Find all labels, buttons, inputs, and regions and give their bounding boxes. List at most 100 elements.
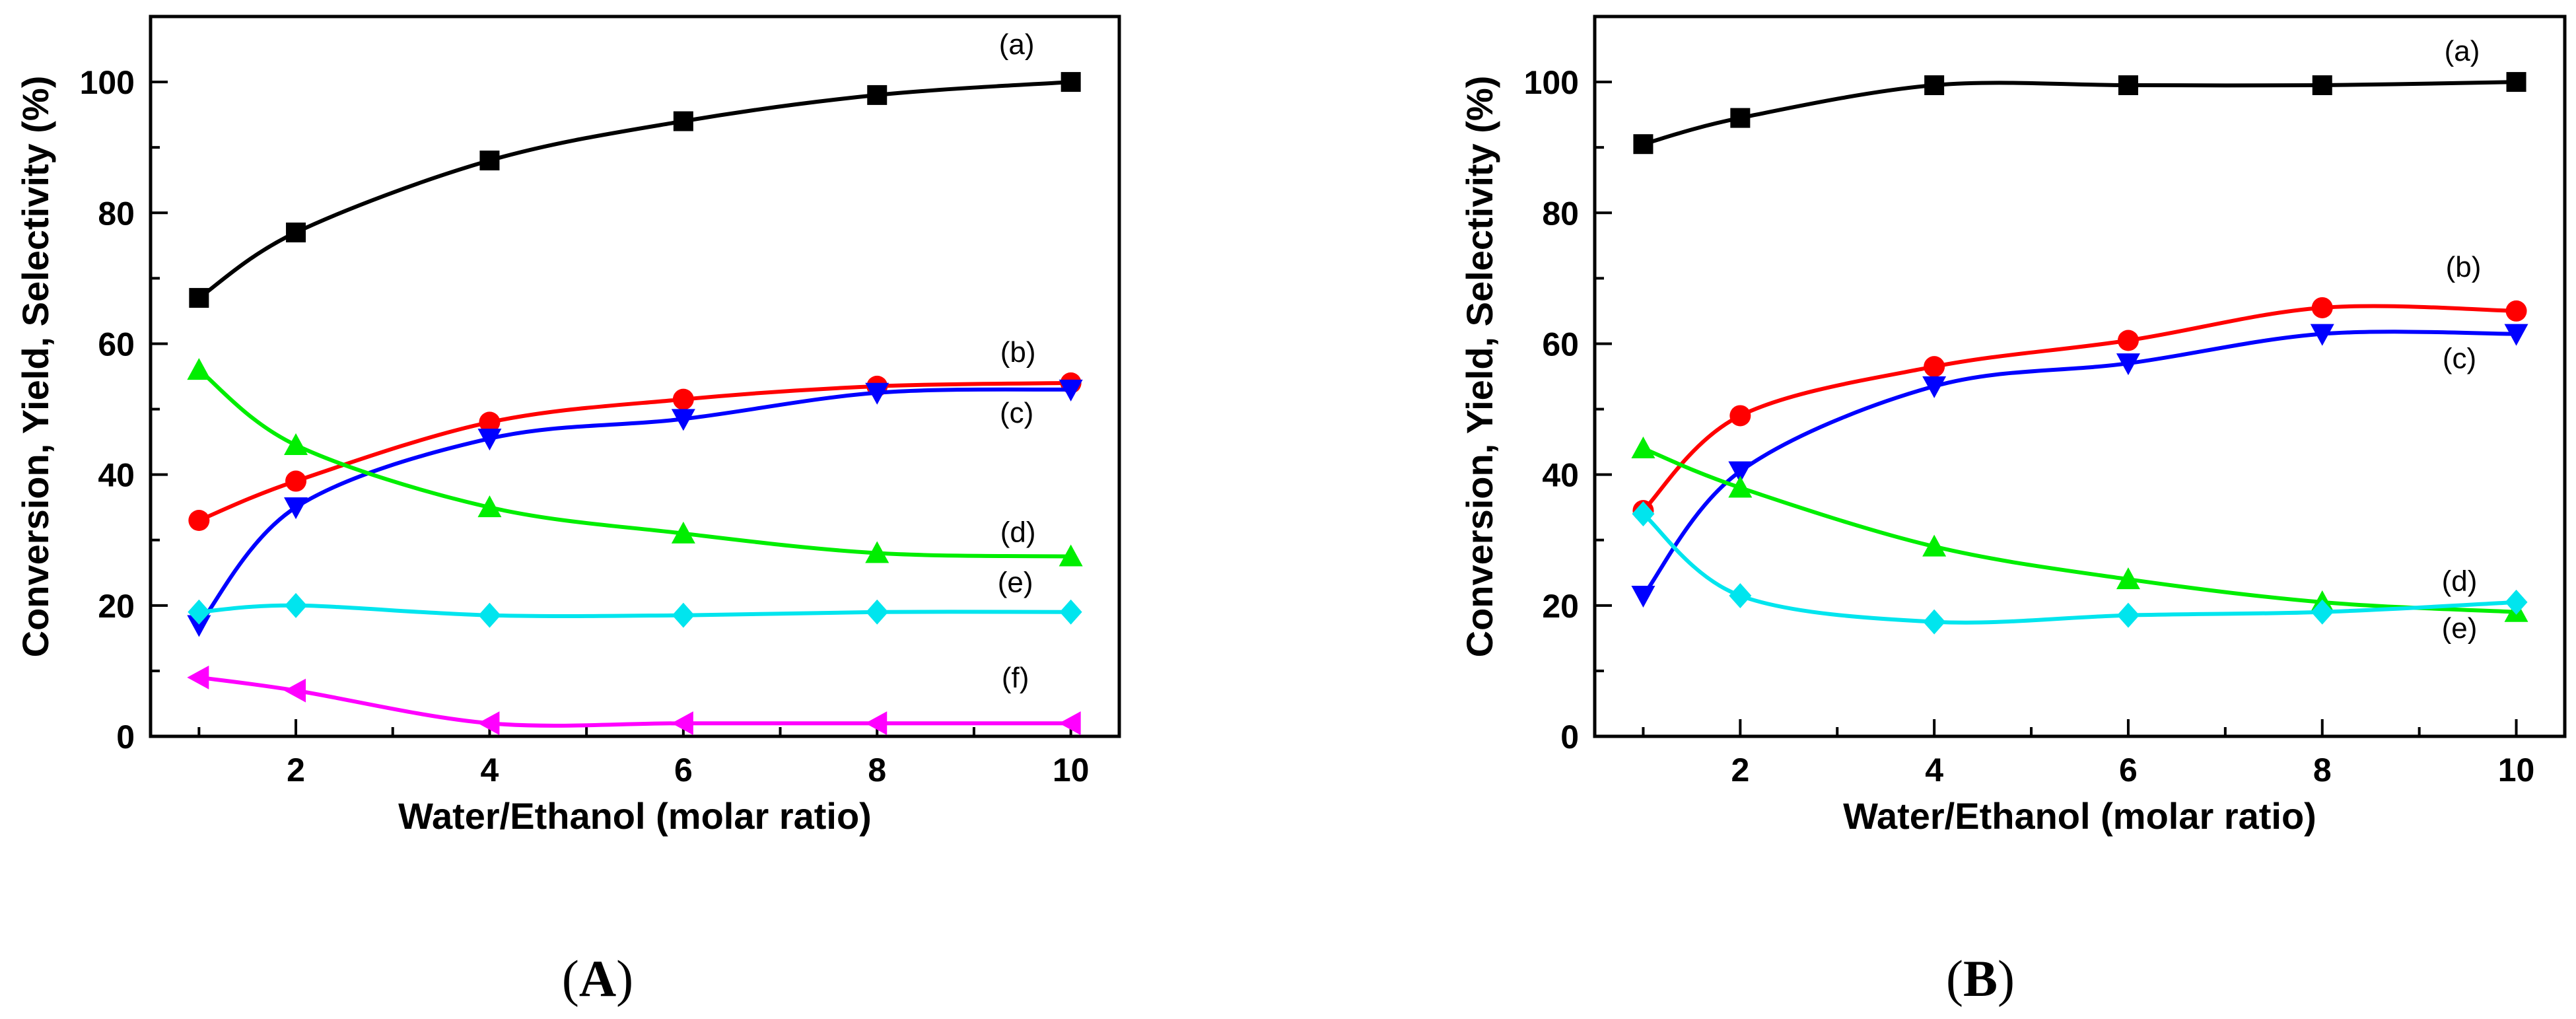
plot-frame <box>149 15 1121 738</box>
x-tick-label: 6 <box>2119 752 2138 789</box>
data-point <box>865 382 889 405</box>
data-point <box>1923 609 1946 635</box>
y-tick-label: 80 <box>98 195 135 232</box>
y-tick-label: 0 <box>116 719 135 755</box>
series-d: (d) <box>1631 437 2528 622</box>
data-point <box>1728 461 1753 483</box>
data-point <box>671 521 695 544</box>
data-point <box>284 433 308 456</box>
data-point <box>285 592 308 618</box>
y-tick-label: 20 <box>1542 588 1579 625</box>
y-tick-label: 80 <box>1542 195 1579 232</box>
y-tick-label: 40 <box>1542 457 1579 494</box>
data-point <box>2116 567 2140 590</box>
y-tick-label: 40 <box>98 457 135 494</box>
series-line <box>198 675 1071 728</box>
data-point <box>1922 534 1947 557</box>
data-point <box>2504 324 2528 346</box>
series-line <box>1642 330 2517 597</box>
data-point <box>1924 356 1945 378</box>
data-point <box>2311 599 2334 625</box>
data-point <box>1729 405 1751 427</box>
series-label: (f) <box>1002 662 1029 694</box>
data-point <box>477 711 500 736</box>
data-point <box>2505 589 2528 615</box>
x-tick-label: 8 <box>2313 752 2332 789</box>
data-point <box>2311 297 2333 318</box>
panel-label-a: (A) <box>562 950 633 1007</box>
data-point <box>2117 330 2139 351</box>
series-label: (e) <box>2442 612 2478 645</box>
data-point <box>2118 75 2138 96</box>
data-point <box>477 495 502 518</box>
data-point <box>2310 324 2334 346</box>
y-tick-label: 20 <box>98 588 135 625</box>
series-label: (a) <box>999 28 1035 61</box>
data-point <box>284 497 308 520</box>
series-label: (d) <box>1000 516 1036 549</box>
data-point <box>673 111 693 131</box>
series-label: (b) <box>2446 251 2482 283</box>
data-point <box>188 510 210 531</box>
y-tick-label: 0 <box>1560 719 1579 755</box>
series-e: (e) <box>188 567 1082 628</box>
data-point <box>1059 544 1083 567</box>
data-point <box>1631 585 1655 608</box>
data-point <box>1729 582 1752 608</box>
data-point <box>1728 475 1753 498</box>
y-tick-label: 60 <box>98 326 135 363</box>
data-point <box>285 470 307 492</box>
x-tick-label: 2 <box>287 752 305 789</box>
data-point <box>479 411 501 433</box>
data-point <box>2505 300 2527 322</box>
series-line <box>197 387 1071 627</box>
series-a: (a) <box>189 28 1081 308</box>
series-d: (d) <box>187 358 1083 567</box>
x-tick-label: 6 <box>674 752 693 789</box>
data-point <box>1633 134 1654 155</box>
x-tick-label: 8 <box>868 752 886 789</box>
y-axis-label: Conversion, Yield, Selectivity (%) <box>1459 76 1500 658</box>
data-point <box>1631 437 1655 458</box>
x-axis-label: Water/Ethanol (molar ratio) <box>398 795 872 837</box>
data-point <box>477 429 502 451</box>
data-point <box>671 409 695 431</box>
plot-frame <box>1593 15 2567 738</box>
data-point <box>286 223 306 242</box>
series-c: (c) <box>1631 324 2528 608</box>
series-label: (e) <box>998 567 1033 599</box>
series-label: (d) <box>2442 565 2478 598</box>
series-line <box>1642 446 2517 614</box>
series-label: (c) <box>1000 397 1033 429</box>
data-point <box>187 615 211 637</box>
data-point <box>1059 711 1081 736</box>
y-tick-label: 60 <box>1542 326 1579 363</box>
data-point <box>865 711 888 736</box>
data-point <box>187 358 211 380</box>
series-line <box>1642 304 2517 512</box>
data-point <box>479 151 500 170</box>
series-line <box>197 80 1071 300</box>
data-point <box>1922 376 1947 398</box>
data-point <box>1059 379 1083 402</box>
data-point <box>1632 501 1655 527</box>
x-tick-label: 4 <box>1925 752 1943 789</box>
data-point <box>671 711 693 736</box>
data-point <box>188 599 211 625</box>
series-line <box>198 380 1071 522</box>
data-point <box>2116 353 2140 376</box>
series-a: (a) <box>1633 35 2526 155</box>
x-tick-label: 4 <box>481 752 499 789</box>
data-point <box>478 602 501 628</box>
data-point <box>2506 72 2526 92</box>
data-point <box>1924 75 1945 96</box>
data-point <box>867 85 888 105</box>
series-line <box>199 603 1071 619</box>
data-point <box>189 288 209 308</box>
series-b: (b) <box>1632 251 2527 522</box>
y-tick-label: 100 <box>80 64 135 101</box>
series-label: (b) <box>1000 336 1036 369</box>
data-point <box>865 541 889 563</box>
